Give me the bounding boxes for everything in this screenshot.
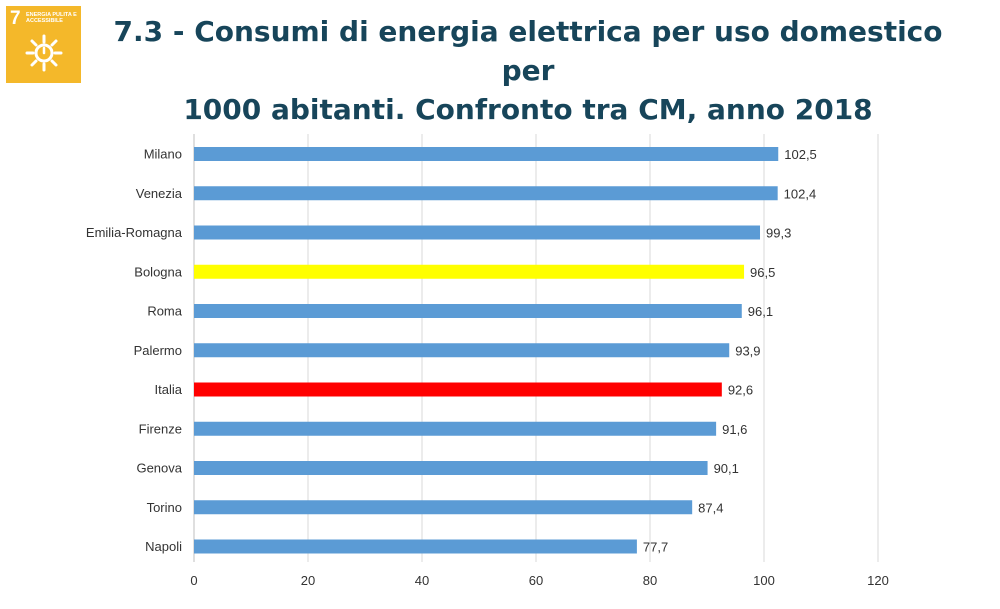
sun-power-icon [25, 34, 63, 72]
bar-roma [194, 304, 742, 318]
category-label: Venezia [136, 186, 183, 201]
data-label: 96,5 [750, 265, 775, 280]
category-label: Bologna [134, 264, 182, 279]
category-label: Roma [147, 304, 182, 319]
category-label: Genova [136, 461, 182, 476]
data-label: 77,7 [643, 540, 668, 555]
chart-title: 7.3 - Consumi di energia elettrica per u… [95, 12, 961, 129]
x-tick-label: 40 [415, 573, 429, 588]
data-label: 93,9 [735, 343, 760, 358]
bar-bologna [194, 264, 745, 279]
data-label: 90,1 [714, 461, 739, 476]
data-label: 99,3 [766, 226, 791, 241]
bar-italia [194, 382, 722, 397]
sdg-goal-text: ENERGIA PULITA E ACCESSIBILE [26, 12, 77, 24]
data-label: 91,6 [722, 422, 747, 437]
category-label: Torino [147, 500, 182, 515]
bar-firenze [194, 421, 717, 436]
category-label: Napoli [145, 539, 182, 554]
x-tick-label: 0 [190, 573, 197, 588]
data-label: 92,6 [728, 383, 753, 398]
data-label: 96,1 [748, 304, 773, 319]
bar-venezia [194, 186, 778, 201]
category-label: Emilia-Romagna [86, 225, 183, 240]
bar-torino [194, 500, 693, 515]
bar-napoli [194, 539, 637, 554]
data-label: 102,4 [784, 186, 817, 201]
bar-milano [194, 147, 779, 161]
category-label: Italia [155, 382, 183, 397]
bar-emilia-romagna [194, 225, 761, 240]
category-label: Palermo [134, 343, 182, 358]
bar-genova [194, 461, 708, 475]
x-tick-label: 120 [867, 573, 889, 588]
x-tick-label: 20 [301, 573, 315, 588]
sdg-number: 7 [10, 8, 21, 29]
x-tick-label: 60 [529, 573, 543, 588]
category-label: Milano [144, 147, 182, 162]
data-label: 87,4 [698, 500, 723, 515]
x-tick-label: 80 [643, 573, 657, 588]
data-label: 102,5 [784, 147, 817, 162]
category-label: Firenze [139, 421, 182, 436]
x-tick-label: 100 [753, 573, 775, 588]
chart-title-line-1: 7.3 - Consumi di energia elettrica per u… [113, 15, 943, 87]
chart-title-line-2: 1000 abitanti. Confronto tra CM, anno 20… [183, 93, 873, 126]
bar-palermo [194, 343, 730, 358]
sdg-7-badge: 7 ENERGIA PULITA E ACCESSIBILE [6, 6, 81, 83]
